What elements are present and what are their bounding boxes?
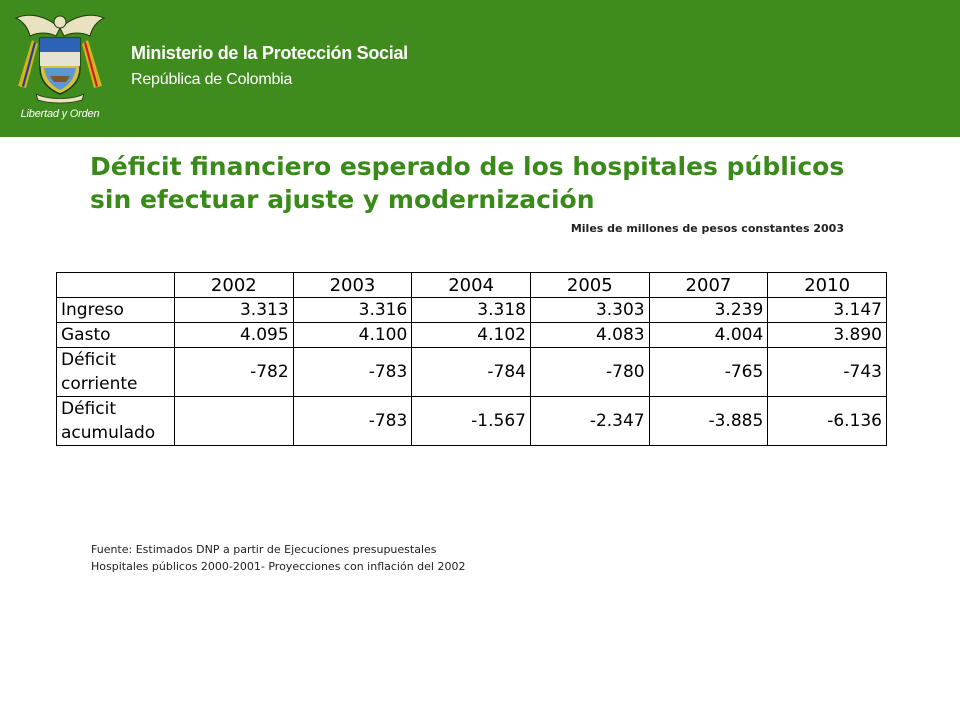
table-header-cell: 2003 [292, 272, 413, 298]
header-band: Libertad y Orden Ministerio de la Protec… [0, 0, 960, 137]
table-header-cell: 2004 [411, 272, 531, 298]
table-cell: 4.100 [292, 322, 413, 348]
table-header-cell: 2002 [174, 272, 294, 298]
table-cell: 3.313 [174, 297, 294, 323]
table-cell: -783 [292, 347, 413, 397]
table-cell: -780 [529, 347, 650, 397]
units-note: Miles de millones de pesos constantes 20… [570, 222, 844, 235]
crest-caption: Libertad y Orden [20, 108, 100, 120]
deficit-table: 2002 2003 2004 2005 2007 2010 Ingreso 3.… [56, 272, 887, 446]
table-cell: 3.147 [767, 297, 887, 323]
table-cell: 4.004 [648, 322, 769, 348]
table-row: Ingreso 3.313 3.316 3.318 3.303 3.239 3.… [56, 297, 887, 323]
colombia-coat-of-arms-icon [14, 14, 106, 104]
row-label: Ingreso [56, 297, 175, 323]
table-cell: -782 [174, 347, 294, 397]
republic-name: República de Colombia [131, 71, 293, 88]
table-cell: -3.885 [648, 396, 769, 446]
title-line-2: sin efectuar ajuste y modernización [90, 185, 595, 214]
table-row: Déficit acumulado -783 -1.567 -2.347 -3.… [56, 396, 887, 446]
table-cell: -1.567 [411, 396, 531, 446]
table-row: Gasto 4.095 4.100 4.102 4.083 4.004 3.89… [56, 322, 887, 348]
slide-title: Déficit financiero esperado de los hospi… [90, 150, 930, 216]
ministry-name: Ministerio de la Protección Social [131, 43, 408, 63]
table-header-cell: 2005 [529, 272, 650, 298]
table-header-cell: 2007 [648, 272, 769, 298]
table-row: Déficit corriente -782 -783 -784 -780 -7… [56, 347, 887, 397]
table-cell: 3.239 [648, 297, 769, 323]
crest: Libertad y Orden [10, 6, 110, 130]
source-line-2: Hospitales públicos 2000-2001- Proyeccio… [91, 560, 466, 573]
table-cell: 4.083 [529, 322, 650, 348]
table-cell: 3.303 [529, 297, 650, 323]
row-label: Gasto [56, 322, 175, 348]
table-cell: 3.890 [767, 322, 887, 348]
table-cell: 3.316 [292, 297, 413, 323]
row-label: Déficit acumulado [56, 396, 175, 446]
table-cell: -783 [292, 396, 413, 446]
table-header-cell: 2010 [767, 272, 887, 298]
source-line-1: Fuente: Estimados DNP a partir de Ejecuc… [91, 543, 437, 556]
source-note: Fuente: Estimados DNP a partir de Ejecuc… [91, 541, 465, 575]
table-cell [174, 396, 294, 446]
table-cell: -784 [411, 347, 531, 397]
table-cell: -765 [648, 347, 769, 397]
table-cell: 3.318 [411, 297, 531, 323]
table-cell: 4.102 [411, 322, 531, 348]
table-cell: 4.095 [174, 322, 294, 348]
table-cell: -743 [767, 347, 887, 397]
row-label: Déficit corriente [56, 347, 175, 397]
table-cell: -6.136 [767, 396, 887, 446]
table-header-row: 2002 2003 2004 2005 2007 2010 [56, 272, 887, 298]
title-line-1: Déficit financiero esperado de los hospi… [90, 152, 845, 181]
table-header-cell [56, 272, 175, 298]
table-cell: -2.347 [529, 396, 650, 446]
